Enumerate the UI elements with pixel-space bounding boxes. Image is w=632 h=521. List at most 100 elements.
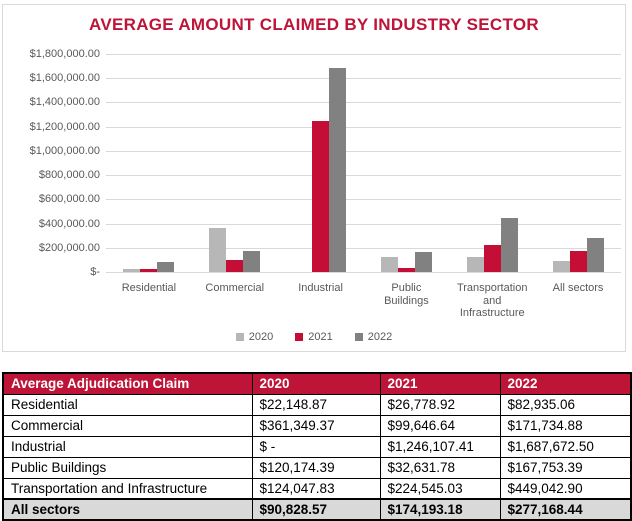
bar-2020-public-buildings	[380, 257, 398, 272]
bar-2020-all-sectors	[552, 261, 570, 272]
bar-2020-transportation-and-infrastructure	[466, 257, 484, 272]
x-axis-category-label: All sectors	[552, 282, 604, 294]
table-cell: $1,246,107.41	[379, 435, 501, 458]
x-axis-category-label: Commercial	[205, 282, 265, 294]
legend-item-2021: 2021	[295, 331, 333, 343]
table-header-cell: 2022	[499, 372, 632, 395]
x-axis-category-label: Residential	[121, 282, 177, 294]
y-axis-tick-label: $400,000.00	[38, 218, 100, 230]
table-cell: $22,148.87	[251, 393, 381, 416]
table-cell: $120,174.39	[251, 456, 381, 479]
table-cell: Public Buildings	[2, 456, 253, 479]
chart-title: AVERAGE AMOUNT CLAIMED BY INDUSTRY SECTO…	[89, 15, 539, 34]
claims-table: Average Adjudication Claim 2020 2021 2022 R…	[2, 372, 632, 521]
table-cell: $32,631.78	[379, 456, 501, 479]
gridline	[106, 78, 621, 79]
bar-2020-commercial	[209, 228, 227, 272]
table-footer-cell: All sectors	[2, 498, 253, 521]
table-footer-cell: $90,828.57	[251, 498, 381, 521]
legend-label: 2021	[308, 331, 333, 343]
table-row: Commercial $361,349.37 $99,646.64 $171,734.…	[2, 414, 632, 437]
bar-group-all-sectors	[535, 54, 621, 272]
table-cell: $ -	[251, 435, 381, 458]
table-row: Transportation and Infrastructure $124,04…	[2, 477, 632, 500]
table-row: Residential $22,148.87 $26,778.92 $82,935.0…	[2, 393, 632, 416]
claims-table-head: Average Adjudication Claim 2020 2021 2022	[2, 372, 632, 395]
bar-2021-residential	[140, 269, 158, 272]
table-header-cell: 2020	[251, 372, 381, 395]
chart-panel: AVERAGE AMOUNT CLAIMED BY INDUSTRY SECTO…	[2, 4, 626, 352]
y-axis-tick-label: $1,000,000.00	[29, 145, 100, 157]
table-header-cell: 2021	[379, 372, 501, 395]
bars-layer	[106, 54, 621, 272]
y-axis-tick-label: $1,200,000.00	[29, 121, 100, 133]
legend-item-2020: 2020	[235, 331, 274, 343]
table-row: Industrial $ - $1,246,107.41 $1,687,672.50	[2, 435, 632, 458]
table-cell: Commercial	[2, 414, 253, 437]
table-cell: Industrial	[2, 435, 253, 458]
bar-2022-commercial	[243, 251, 261, 272]
x-axis-category-label: Transportation and Infrastructure	[456, 282, 528, 320]
table-cell: $124,047.83	[251, 477, 381, 500]
gridline	[106, 199, 621, 200]
gridline	[106, 175, 621, 176]
table-footer-cell: $277,168.44	[499, 498, 632, 521]
table-footer-row: All sectors $90,828.57 $174,193.18 $277,168…	[2, 498, 632, 521]
bar-2021-industrial	[312, 121, 330, 272]
plot-area: $1,800,000.00 $1,600,000.00 $1,400,000.00 $…	[30, 48, 621, 278]
bar-2021-public-buildings	[397, 268, 415, 272]
chart-legend: 2020 2021 2022	[3, 331, 625, 343]
y-axis-tick-label: $1,400,000.00	[29, 96, 100, 108]
table-header-cell: Average Adjudication Claim	[2, 372, 253, 395]
table-cell: Residential	[2, 393, 253, 416]
legend-item-2022: 2022	[354, 331, 393, 343]
bar-2020-residential	[123, 269, 141, 272]
bar-2021-commercial	[226, 260, 244, 272]
y-axis-tick-label: $-	[90, 266, 100, 278]
bar-group-residential	[106, 54, 192, 272]
table-cell: Transportation and Infrastructure	[2, 477, 253, 500]
table-footer-cell: $174,193.18	[379, 498, 501, 521]
gridline	[106, 127, 621, 128]
bar-2022-all-sectors	[586, 238, 604, 272]
legend-swatch-icon	[354, 333, 363, 341]
y-axis-tick-label: $1,600,000.00	[29, 72, 100, 84]
gridline	[106, 248, 621, 249]
table-cell: $99,646.64	[379, 414, 501, 437]
legend-swatch-icon	[295, 333, 304, 341]
table-cell: $82,935.06	[499, 393, 632, 416]
table-cell: $1,687,672.50	[499, 435, 632, 458]
y-axis-tick-label: $200,000.00	[38, 242, 100, 254]
table-cell: $167,753.39	[499, 456, 632, 479]
table-cell: $224,545.03	[379, 477, 501, 500]
x-axis-category-label: Public Buildings	[384, 282, 429, 307]
gridline	[106, 102, 621, 103]
table-cell: $361,349.37	[251, 414, 381, 437]
table-cell: $171,734.88	[499, 414, 632, 437]
gridline	[106, 151, 621, 152]
bar-group-commercial	[192, 54, 278, 272]
bar-group-transportation-and-infrastructure	[449, 54, 535, 272]
legend-swatch-icon	[235, 333, 244, 341]
y-axis-tick-label: $1,800,000.00	[29, 48, 100, 60]
bar-2022-residential	[157, 262, 175, 272]
bar-2021-all-sectors	[569, 251, 587, 272]
bar-2022-transportation-and-infrastructure	[500, 218, 518, 272]
table-cell: $449,042.90	[499, 477, 632, 500]
bar-group-industrial	[278, 54, 364, 272]
table-header-row: Average Adjudication Claim 2020 2021 2022	[2, 372, 632, 395]
y-axis-tick-label: $600,000.00	[38, 193, 100, 205]
y-axis-tick-label: $800,000.00	[38, 169, 100, 181]
gridline	[106, 54, 621, 55]
legend-label: 2022	[367, 331, 393, 343]
table-row: Public Buildings $120,174.39 $32,631.78 $16…	[2, 456, 632, 479]
x-axis-category-label: Industrial	[298, 282, 343, 294]
bar-2021-transportation-and-infrastructure	[483, 245, 501, 272]
table-cell: $26,778.92	[379, 393, 501, 416]
legend-label: 2020	[248, 331, 274, 343]
bar-2022-public-buildings	[414, 252, 432, 272]
claims-table-body: Residential $22,148.87 $26,778.92 $82,935.0…	[2, 393, 632, 521]
x-axis-labels: Residential Commercial Industrial Public Bu…	[106, 278, 621, 320]
bar-2022-industrial	[329, 68, 347, 272]
bar-group-public-buildings	[363, 54, 449, 272]
